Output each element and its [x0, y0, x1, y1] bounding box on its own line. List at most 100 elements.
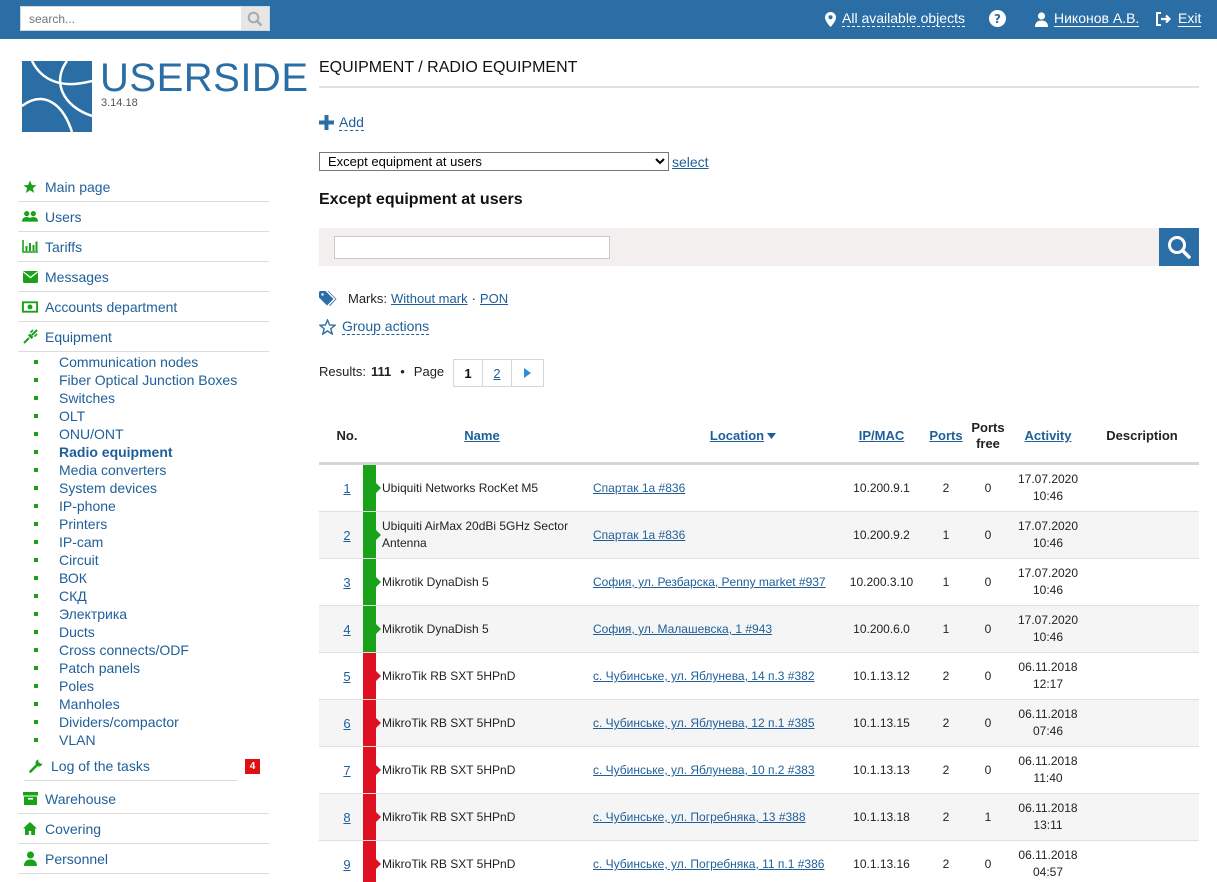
header-ipmac[interactable]: IP/MAC [858, 428, 905, 443]
submenu-item[interactable]: Poles [34, 677, 94, 695]
top-bar: All available objects ? Никонов А.В. Exi… [0, 0, 1217, 39]
location-link[interactable]: с. Чубинське, ул. Яблунева, 14 п.3 #382 [593, 669, 815, 683]
submenu-item[interactable]: Fiber Optical Junction Boxes [34, 371, 237, 389]
mark-without-link[interactable]: Without mark [391, 291, 468, 306]
tasks-count-badge: 4 [245, 759, 260, 774]
archive-icon [22, 792, 38, 805]
global-search-input[interactable] [21, 7, 242, 30]
submenu-item[interactable]: ВОК [34, 569, 87, 587]
table-row: 5 MikroTik RB SXT 5HPnD с. Чубинське, ул. … [319, 653, 1199, 700]
sidebar-item-main-page[interactable]: Main page [18, 172, 269, 202]
mark-pon-link[interactable]: PON [479, 291, 509, 306]
next-page-button[interactable] [512, 360, 543, 386]
results-label: Results: [319, 364, 366, 379]
search-icon [1168, 236, 1191, 259]
row-number[interactable]: 9 [343, 856, 351, 872]
sidebar-item-tasks[interactable]: Log of the tasks [24, 751, 237, 781]
row-number[interactable]: 2 [343, 527, 351, 543]
sidebar-item-tariffs[interactable]: Tariffs [18, 232, 269, 262]
submenu-item[interactable]: IP-phone [34, 497, 116, 515]
header-name[interactable]: Name [464, 428, 500, 443]
global-search-button[interactable] [241, 7, 269, 30]
ports-free-count: 0 [984, 857, 992, 871]
table-row: 1 Ubiquiti Networks RocKet M5 Спартак 1а #… [319, 465, 1199, 512]
filter-bar [319, 228, 1199, 266]
sidebar-item-equipment[interactable]: Equipment [18, 322, 269, 352]
sidebar-item-warehouse[interactable]: Warehouse [18, 784, 269, 814]
row-number[interactable]: 1 [343, 480, 351, 496]
row-number[interactable]: 7 [343, 762, 351, 778]
submenu-item[interactable]: Switches [34, 389, 115, 407]
user-link[interactable]: Никонов А.В. [1035, 10, 1140, 27]
header-ports[interactable]: Ports [929, 428, 963, 443]
submenu-item[interactable]: IP-cam [34, 533, 103, 551]
group-actions-button[interactable]: Group actions [319, 318, 430, 335]
sidebar-item-label: Tariffs [45, 238, 83, 255]
submenu-item[interactable]: OLT [34, 407, 85, 425]
objects-link[interactable]: All available objects [825, 11, 965, 27]
submenu-item[interactable]: Patch panels [34, 659, 140, 677]
search-icon [247, 11, 263, 26]
sidebar-item-users[interactable]: Users [18, 202, 269, 232]
select-link[interactable]: select [672, 154, 709, 170]
submenu-item[interactable]: Communication nodes [34, 353, 198, 371]
star-icon [23, 180, 37, 193]
user-name: Никонов А.В. [1054, 10, 1140, 27]
sidebar-item-messages[interactable]: Messages [18, 262, 269, 292]
sidebar-item-personnel[interactable]: Personnel [18, 844, 269, 874]
submenu-item[interactable]: ONU/ONT [34, 425, 124, 443]
page-1[interactable]: 1 [454, 360, 483, 386]
location-link[interactable]: с. Чубинське, ул. Погребняка, 11 п.1 #38… [593, 857, 825, 871]
sidebar-item-label: Messages [45, 268, 109, 285]
logo-mark[interactable] [22, 61, 92, 132]
results-count: 111 [370, 364, 392, 379]
row-number[interactable]: 5 [343, 668, 351, 684]
header-activity[interactable]: Activity [1024, 428, 1072, 443]
add-label: Add [339, 114, 364, 131]
row-number[interactable]: 3 [343, 574, 351, 590]
submenu-item[interactable]: Электрика [34, 605, 127, 623]
app-version: 3.14.18 [101, 97, 138, 109]
sidebar-item-accounts[interactable]: Accounts department [18, 292, 269, 322]
submenu-item[interactable]: СКД [34, 587, 87, 605]
submenu-item[interactable]: Ducts [34, 623, 95, 641]
table-row: 6 MikroTik RB SXT 5HPnD с. Чубинське, ул. … [319, 700, 1199, 747]
location-link[interactable]: София, ул. Резбарска, Penny market #937 [593, 575, 826, 589]
exit-link[interactable]: Exit [1155, 11, 1202, 27]
row-number[interactable]: 4 [343, 621, 351, 637]
submenu-item-current[interactable]: Radio equipment [34, 443, 173, 461]
row-number[interactable]: 6 [343, 715, 351, 731]
submenu-item[interactable]: System devices [34, 479, 157, 497]
location-link[interactable]: с. Чубинське, ул. Погребняка, 13 #388 [593, 810, 806, 824]
help-button[interactable]: ? [989, 10, 1006, 27]
sidebar-item-label: Users [45, 208, 82, 225]
sign-out-icon [1156, 12, 1172, 26]
row-number[interactable]: 8 [343, 809, 351, 825]
activity-time: 17.07.2020 10:46 [1017, 519, 1079, 550]
location-link[interactable]: с. Чубинське, ул. Яблунева, 12 п.1 #385 [593, 716, 815, 730]
sidebar-item-covering[interactable]: Covering [18, 814, 269, 844]
submenu-item[interactable]: Dividers/compactor [34, 713, 179, 731]
location-link[interactable]: с. Чубинське, ул. Яблунева, 10 п.2 #383 [593, 763, 815, 777]
submenu-item[interactable]: Printers [34, 515, 107, 533]
ports-count: 1 [942, 528, 950, 542]
header-description: Description [1106, 428, 1178, 443]
submenu-item[interactable]: Cross connects/ODF [34, 641, 189, 659]
header-location[interactable]: Location [593, 410, 893, 462]
location-link[interactable]: Спартак 1а #836 [593, 528, 686, 542]
filter-search-button[interactable] [1159, 228, 1199, 266]
header-divider [319, 462, 1199, 465]
question-icon: ? [989, 10, 1006, 27]
page-2[interactable]: 2 [483, 360, 512, 386]
location-link[interactable]: Спартак 1а #836 [593, 481, 686, 495]
filter-search-input[interactable] [334, 236, 610, 259]
equipment-filter-select[interactable]: Except equipment at users [319, 152, 669, 171]
add-button[interactable]: Add [319, 114, 364, 131]
location-link[interactable]: София, ул. Малашевска, 1 #943 [593, 622, 773, 636]
caret-right-icon [524, 368, 531, 378]
ports-count: 2 [942, 481, 950, 495]
submenu-item[interactable]: Circuit [34, 551, 99, 569]
submenu-item[interactable]: Manholes [34, 695, 120, 713]
submenu-item[interactable]: VLAN [34, 731, 96, 749]
submenu-item[interactable]: Media converters [34, 461, 166, 479]
